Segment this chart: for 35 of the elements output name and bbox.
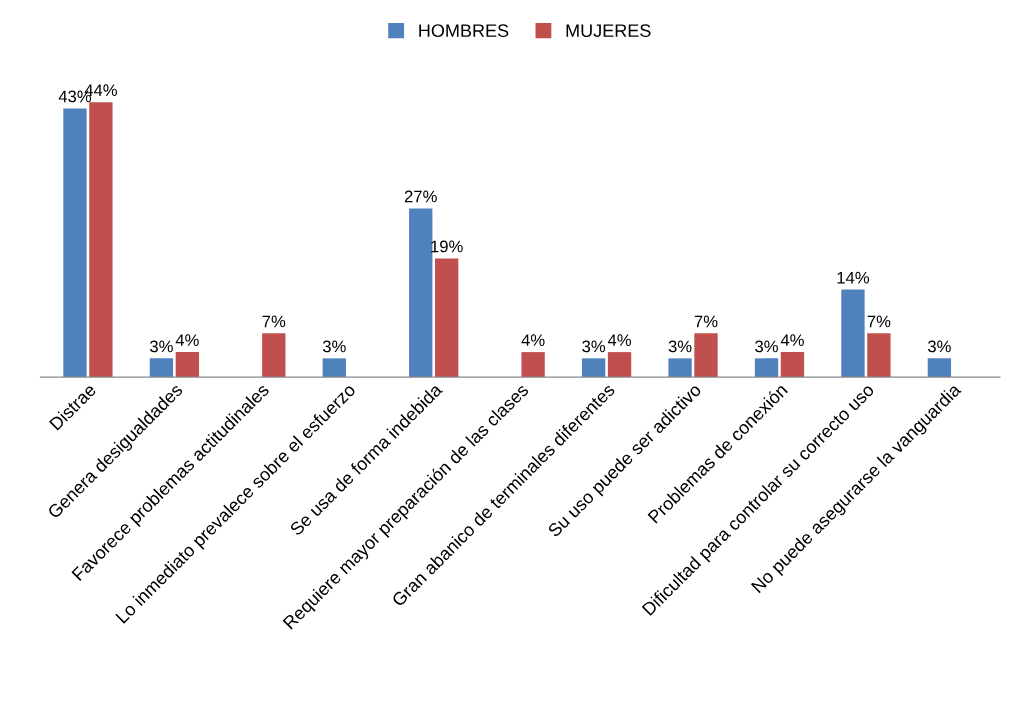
data-label: 7% bbox=[694, 315, 718, 328]
legend-label: MUJERES bbox=[566, 24, 651, 38]
data-label: 7% bbox=[867, 315, 891, 328]
bar bbox=[867, 333, 891, 378]
bar bbox=[607, 352, 632, 378]
bar bbox=[262, 333, 286, 378]
data-label: 4% bbox=[175, 334, 199, 346]
bar bbox=[409, 208, 433, 378]
bar bbox=[521, 352, 545, 378]
data-label: 3% bbox=[927, 340, 951, 353]
data-label: 3% bbox=[668, 340, 692, 353]
bar bbox=[754, 358, 779, 378]
bar bbox=[927, 358, 952, 378]
data-label: 3% bbox=[322, 340, 346, 353]
bar bbox=[175, 352, 200, 378]
data-label: 3% bbox=[755, 340, 778, 353]
data-label: 3% bbox=[582, 340, 606, 353]
bar bbox=[780, 352, 805, 378]
bar bbox=[63, 108, 87, 378]
bar bbox=[841, 289, 865, 378]
data-label: 14% bbox=[837, 271, 870, 284]
bar bbox=[149, 358, 174, 378]
data-label: 7% bbox=[262, 315, 286, 328]
bar bbox=[668, 358, 692, 378]
legend-label: HOMBRES bbox=[419, 24, 509, 38]
bar bbox=[435, 258, 459, 378]
bar bbox=[322, 358, 346, 378]
data-label: 3% bbox=[150, 340, 173, 353]
data-label: 27% bbox=[404, 190, 437, 203]
bar bbox=[694, 333, 718, 378]
data-label: 4% bbox=[607, 334, 632, 346]
data-label: 4% bbox=[521, 334, 545, 346]
data-label: 4% bbox=[780, 334, 804, 346]
bar bbox=[89, 102, 113, 378]
bar bbox=[581, 358, 606, 378]
